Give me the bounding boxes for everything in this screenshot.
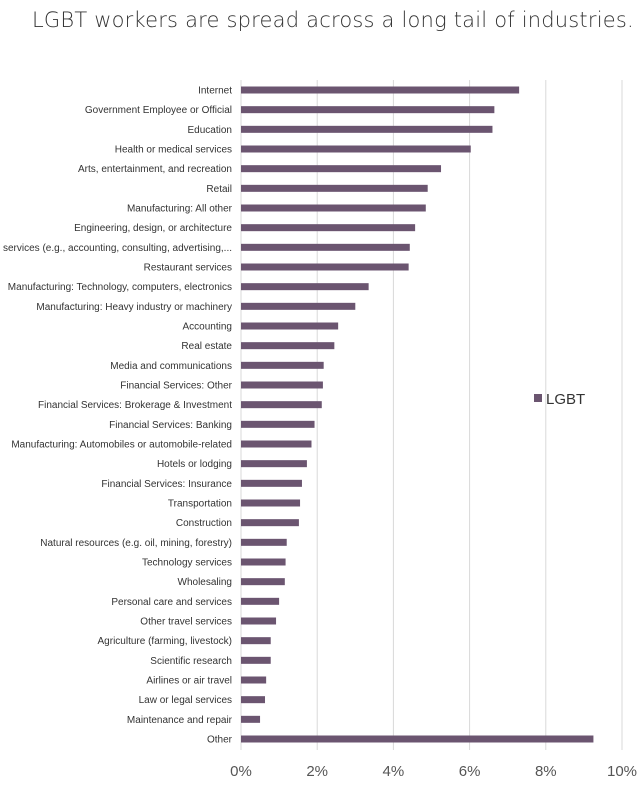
category-label: Other travel services (140, 617, 232, 628)
bar (241, 184, 428, 192)
bar (241, 637, 271, 645)
category-label: Real estate (181, 341, 232, 352)
x-tick-label: 6% (459, 763, 481, 780)
bar (241, 263, 409, 271)
bar (241, 499, 301, 507)
category-label: Financial Services: Other (120, 381, 232, 392)
category-label: Scientific research (150, 656, 232, 667)
bar (241, 597, 280, 605)
bar (241, 165, 442, 173)
category-label: Financial Services: Brokerage & Investme… (38, 400, 232, 411)
category-label: Accounting (183, 322, 232, 333)
bar (241, 106, 495, 114)
x-tick-label: 4% (383, 763, 405, 780)
bar (241, 204, 426, 212)
bars (241, 86, 594, 743)
bar (241, 224, 416, 232)
x-tick-label: 10% (607, 763, 637, 780)
category-labels: Internet Government Employee or Official E… (0, 86, 233, 746)
category-label: Manufacturing: Technology, computers, el… (8, 282, 232, 293)
category-label: Construction (176, 518, 232, 529)
bar (241, 460, 307, 468)
legend: LGBT (534, 391, 585, 408)
category-label: Engineering, design, or architecture (74, 223, 232, 234)
bar (241, 401, 322, 409)
bar (241, 322, 339, 330)
category-label: Wholesaling (178, 577, 232, 588)
category-label: Media and communications (110, 361, 232, 372)
bar (241, 243, 410, 251)
bar (241, 479, 302, 487)
category-label: Airlines or air travel (146, 676, 232, 687)
bar (241, 302, 356, 310)
category-label: Natural resources (e.g. oil, mining, for… (40, 538, 232, 549)
bar (241, 86, 520, 94)
bar (241, 342, 335, 350)
category-label: Technology services (142, 558, 232, 569)
category-label: Manufacturing: Automobiles or automobile… (11, 440, 232, 451)
bar (241, 696, 266, 704)
bar (241, 735, 594, 743)
bar (241, 519, 299, 527)
category-label: Maintenance and repair (127, 715, 233, 726)
category-label: Financial Services: Banking (109, 420, 232, 431)
x-axis-ticks: 0% 2% 4% 6% 8% 10% (230, 763, 637, 780)
bar (241, 125, 493, 133)
bar (241, 145, 471, 153)
category-label: Retail (206, 184, 232, 195)
category-label: Manufacturing: Heavy industry or machine… (36, 302, 232, 313)
bar (241, 283, 369, 291)
category-label: Manufacturing: All other (127, 204, 233, 215)
x-tick-label: 2% (306, 763, 328, 780)
category-label: Hotels or lodging (157, 459, 232, 470)
bar (241, 676, 267, 684)
category-label: Government Employee or Official (85, 105, 232, 116)
bar (241, 617, 277, 625)
bar (241, 578, 285, 586)
legend-label-lgbt: LGBT (546, 391, 585, 408)
category-label: Law or legal services (139, 695, 232, 706)
legend-swatch (534, 394, 542, 402)
bar (241, 538, 287, 546)
x-tick-label: 0% (230, 763, 252, 780)
bar (241, 381, 323, 389)
grid-lines (240, 80, 623, 750)
x-tick-label: 8% (535, 763, 557, 780)
category-label: Other (207, 735, 233, 746)
category-label: Personal care and services (111, 597, 232, 608)
bar (241, 420, 315, 428)
category-label: Arts, entertainment, and recreation (78, 164, 232, 175)
bar (241, 361, 324, 369)
category-label: Agriculture (farming, livestock) (98, 636, 232, 647)
category-label: Education (188, 125, 232, 136)
bar (241, 558, 286, 566)
bar (241, 715, 261, 723)
category-label: Business services (e.g., accounting, con… (0, 243, 232, 254)
category-label: Financial Services: Insurance (101, 479, 232, 490)
chart-title: LGBT workers are spread across a long ta… (32, 8, 634, 32)
bar (241, 440, 312, 448)
bar (241, 656, 271, 664)
category-label: Health or medical services (115, 145, 232, 156)
category-label: Restaurant services (144, 263, 232, 274)
category-label: Transportation (168, 499, 232, 510)
category-label: Internet (198, 86, 232, 97)
